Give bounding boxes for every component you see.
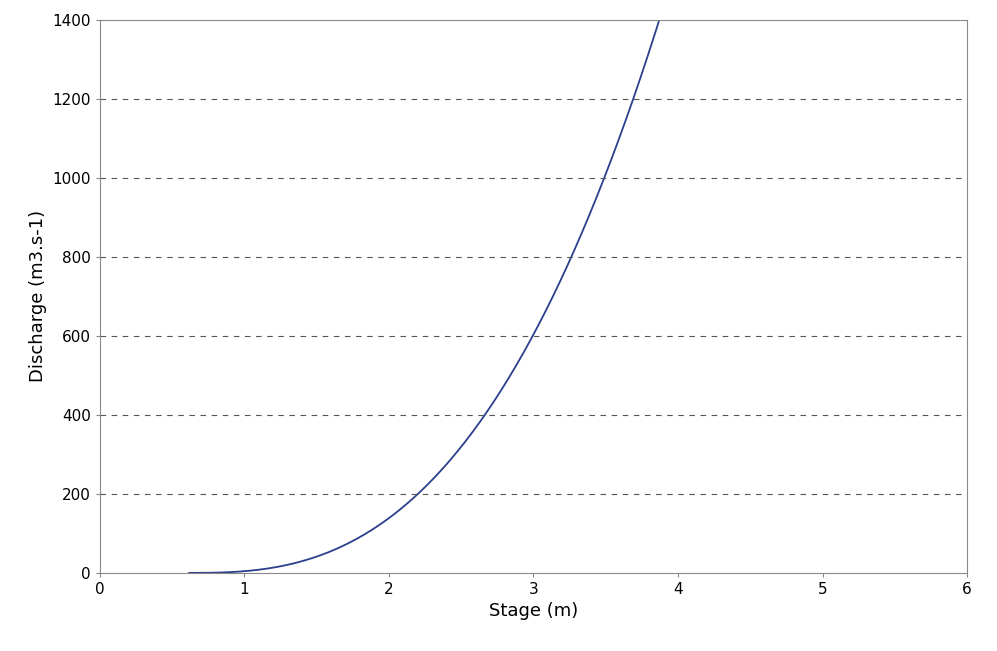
X-axis label: Stage (m): Stage (m) xyxy=(489,602,578,620)
Y-axis label: Discharge (m3.s-1): Discharge (m3.s-1) xyxy=(29,210,47,382)
